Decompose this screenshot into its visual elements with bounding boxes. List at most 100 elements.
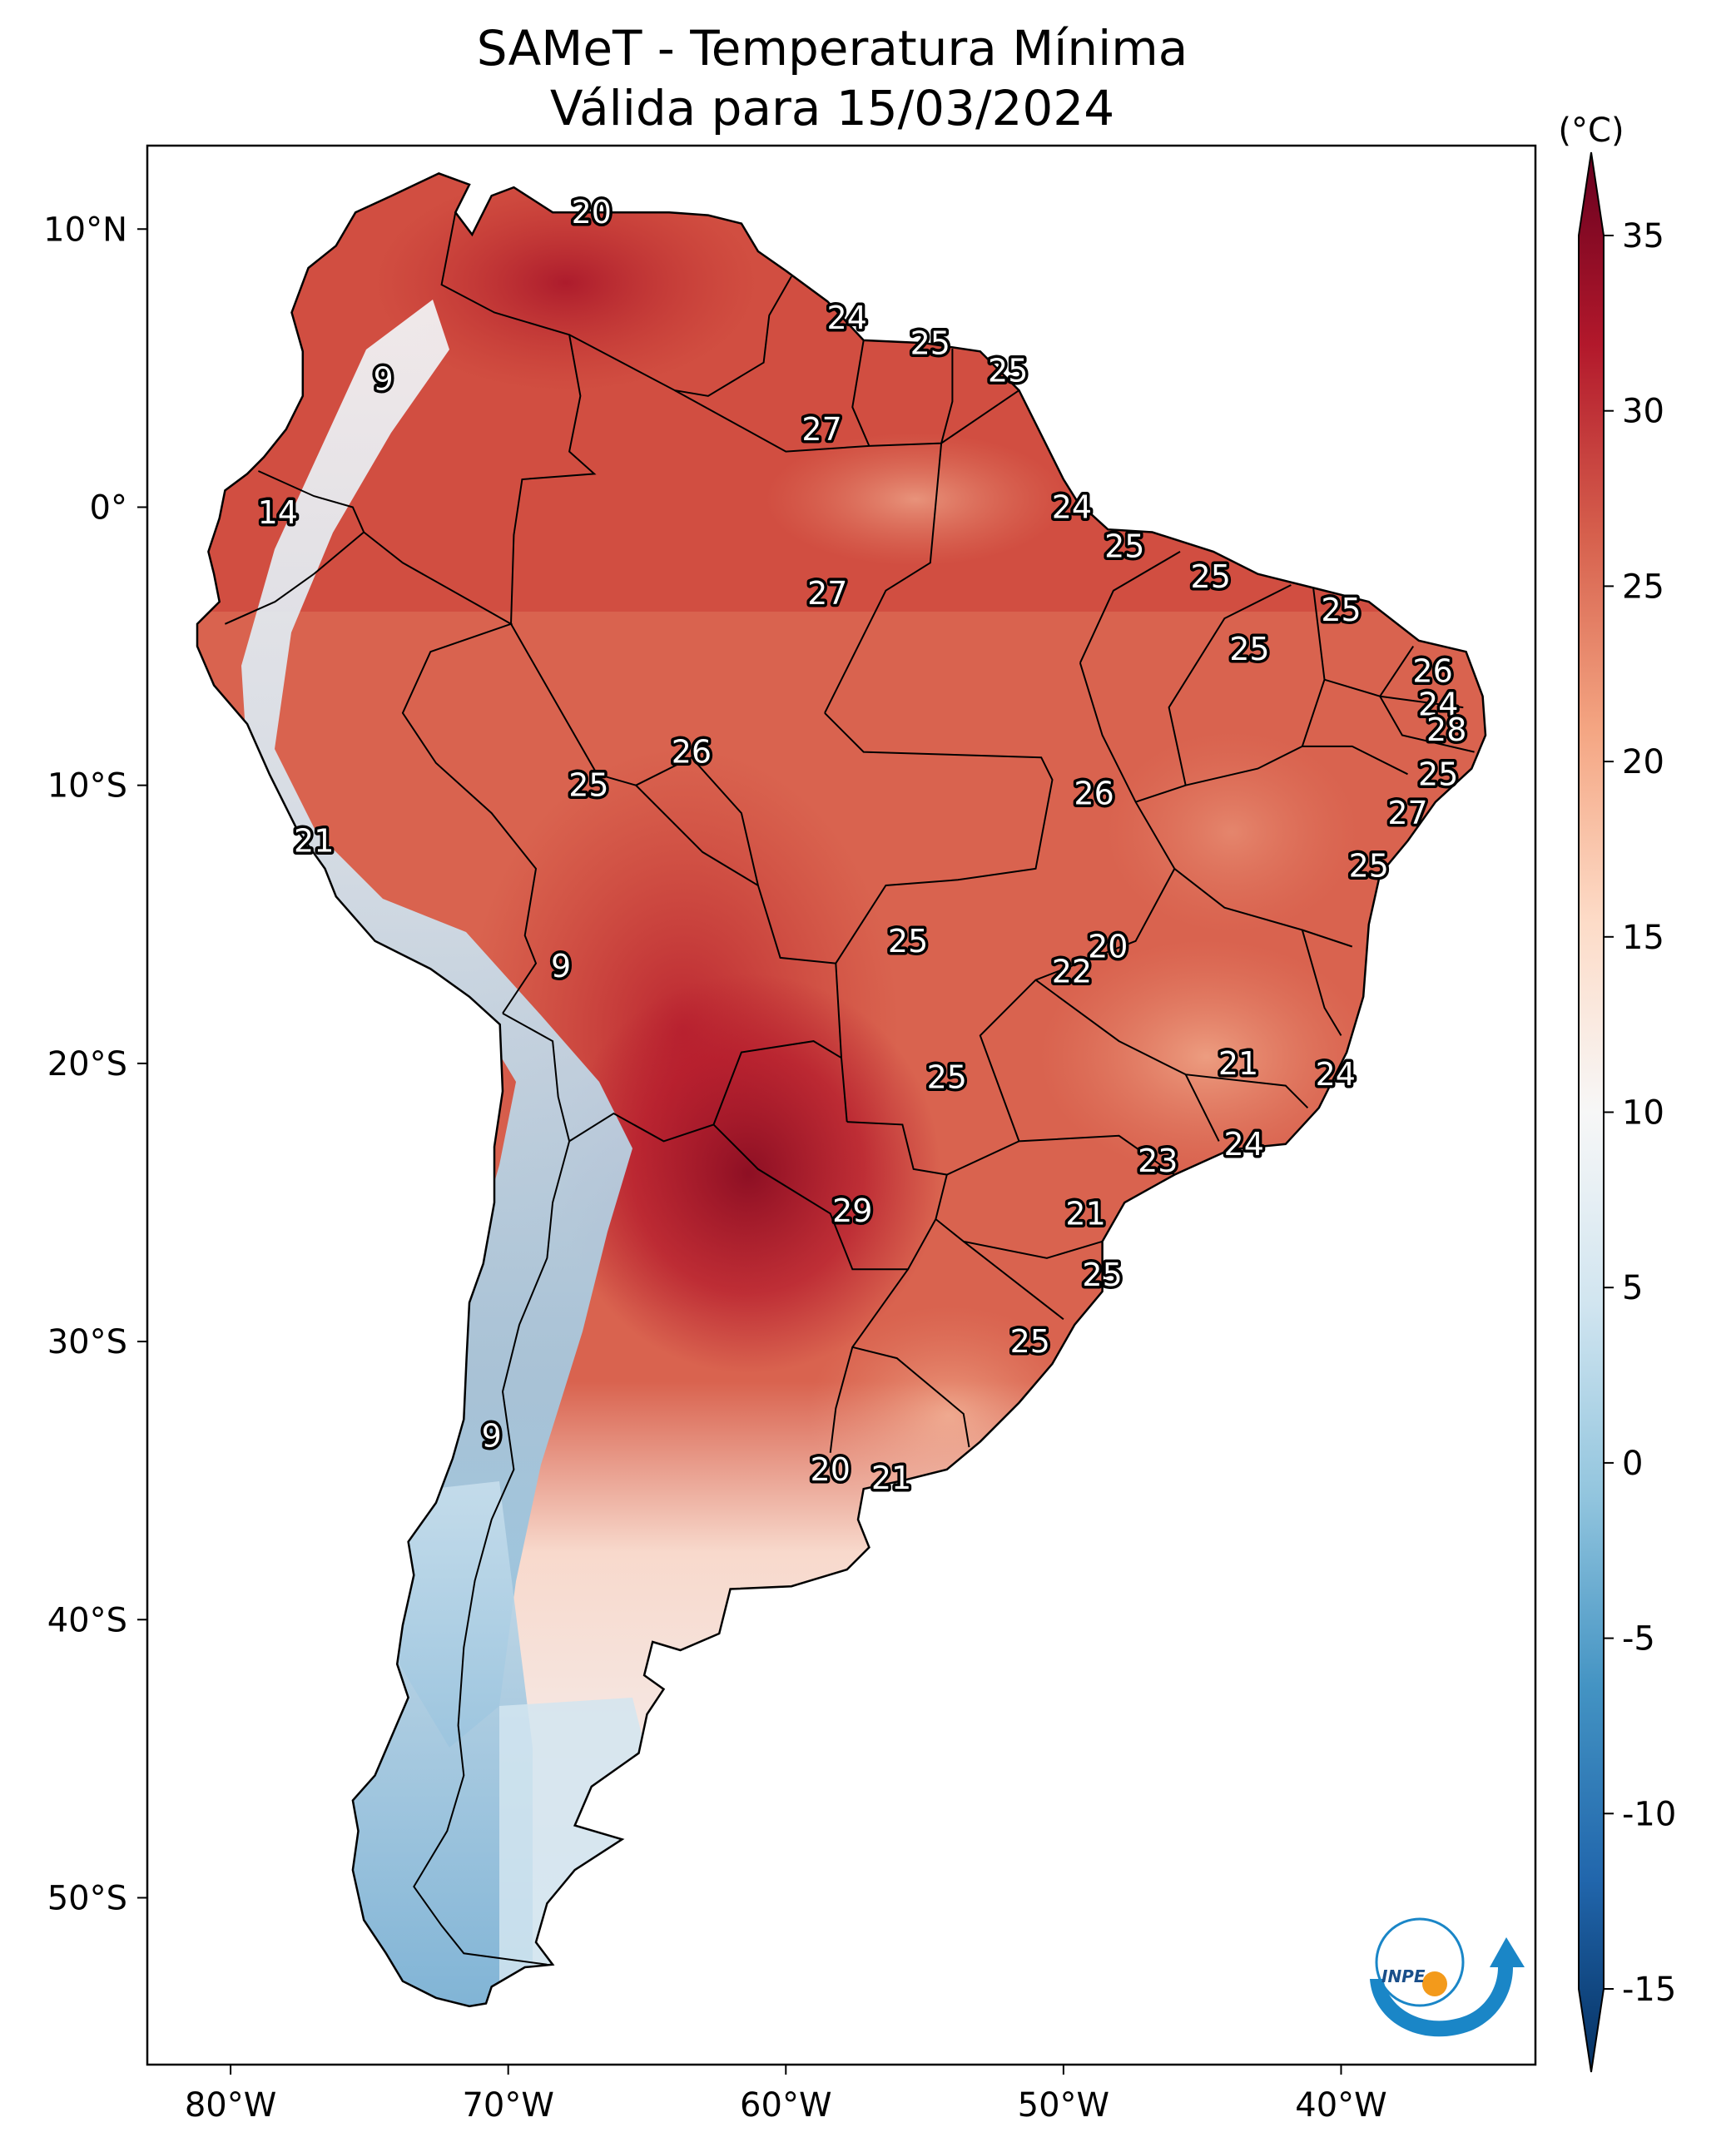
station-value-label: 25 xyxy=(1321,592,1361,628)
station-value-label: 24 xyxy=(1224,1126,1264,1163)
inpe-logo-ring xyxy=(1375,1917,1465,2007)
station-value-label: 20 xyxy=(811,1451,851,1488)
colorbar-tick-label: 35 xyxy=(1622,217,1664,255)
border-line-8 xyxy=(502,1012,842,1143)
inpe-logo-swoosh xyxy=(1370,1967,1513,2037)
map-title: SAMeT - Temperatura Mínima xyxy=(477,20,1188,77)
border-line-10 xyxy=(413,1141,571,1966)
colorbar-body xyxy=(1578,151,1605,2073)
station-value-label: 25 xyxy=(1082,1257,1122,1293)
station-value-label: 22 xyxy=(1052,954,1092,990)
political-borders xyxy=(224,212,1475,1966)
station-value-label: 24 xyxy=(1052,489,1092,526)
station-value-label: 25 xyxy=(1104,528,1144,564)
station-value-label: 20 xyxy=(572,194,612,231)
station-value-label: 21 xyxy=(1218,1045,1258,1082)
colorbar-tick-label: 10 xyxy=(1622,1094,1664,1133)
border-line-18 xyxy=(635,756,759,886)
station-value-label: 25 xyxy=(910,325,950,361)
border-line-14 xyxy=(963,1241,1064,1321)
border-line-30 xyxy=(1301,930,1342,1036)
station-value-label: 9 xyxy=(482,1418,502,1455)
lon-tick-label: 70°W xyxy=(462,2086,553,2125)
station-value-label: 29 xyxy=(832,1193,872,1229)
colorbar-ticks: 35 30 25 20 15 10 5 0 -5 -10 -15 xyxy=(1604,217,1676,2009)
colorbar-tick-label: -5 xyxy=(1622,1620,1655,1659)
station-value-label: 25 xyxy=(927,1059,967,1096)
lat-tick-label: 20°S xyxy=(47,1045,127,1083)
border-line-27 xyxy=(1173,868,1353,948)
latitude-axis: 10°N 0° 10°S 20°S 30°S 40°S 50°S xyxy=(43,211,147,1917)
lat-tick-label: 40°S xyxy=(47,1601,127,1639)
station-value-label: 24 xyxy=(1418,687,1458,723)
longitude-axis: 80°W 70°W 60°W 50°W 40°W xyxy=(185,2065,1387,2125)
station-value-label: 21 xyxy=(871,1460,911,1496)
colorbar-tick-label: 25 xyxy=(1622,568,1664,606)
station-value-label: 24 xyxy=(1316,1056,1356,1093)
border-line-9 xyxy=(712,1121,949,1271)
station-value-label: 26 xyxy=(1074,776,1114,812)
station-value-label: 23 xyxy=(1138,1143,1178,1179)
lat-tick-label: 50°S xyxy=(47,1879,127,1917)
border-line-6 xyxy=(363,531,538,1014)
lat-tick-label: 0° xyxy=(90,488,127,527)
border-line-25 xyxy=(1380,695,1464,709)
border-line-20 xyxy=(1079,551,1181,664)
inpe-logo-arrow xyxy=(1490,1937,1525,1967)
border-line-0 xyxy=(440,212,597,624)
lon-tick-label: 60°W xyxy=(740,2086,831,2125)
border-line-1 xyxy=(568,275,792,397)
border-line-4 xyxy=(940,349,954,444)
colorbar-unit: (°C) xyxy=(1558,112,1624,150)
colorbar-tick-label: 30 xyxy=(1622,393,1664,431)
colorbar-tick-label: 5 xyxy=(1622,1269,1643,1307)
colorbar: 35 30 25 20 15 10 5 0 -5 -10 -15 (°C) xyxy=(1558,112,1676,2073)
border-line-21 xyxy=(1135,745,1408,803)
border-line-17 xyxy=(824,712,1054,964)
lat-tick-label: 30°S xyxy=(47,1323,127,1361)
border-line-29 xyxy=(1184,1074,1220,1142)
colorbar-tick-label: 0 xyxy=(1622,1445,1643,1483)
station-value-label: 14 xyxy=(258,494,298,531)
colorbar-tick-label: 15 xyxy=(1622,919,1664,957)
border-line-12 xyxy=(829,1268,909,1453)
border-line-19 xyxy=(824,443,943,714)
station-value-label: 28 xyxy=(1426,712,1466,748)
station-value-label: 25 xyxy=(1418,756,1458,792)
station-value-label: 9 xyxy=(551,948,571,984)
station-value-label: 27 xyxy=(807,575,847,612)
station-value-label: 21 xyxy=(1065,1195,1105,1232)
station-value-label: 24 xyxy=(827,300,867,336)
colorbar-tick-label: 20 xyxy=(1622,743,1664,781)
station-value-label: 26 xyxy=(1412,653,1452,690)
border-line-16 xyxy=(979,662,1176,1142)
border-line-26 xyxy=(1379,696,1475,753)
station-value-label: 25 xyxy=(988,353,1028,389)
border-line-11 xyxy=(852,1346,970,1448)
station-value-label: 25 xyxy=(888,923,928,959)
station-value-label: 21 xyxy=(294,823,334,860)
station-value-label: 27 xyxy=(801,411,841,448)
colorbar-tick-label: -10 xyxy=(1622,1795,1676,1833)
inpe-logo-sun xyxy=(1422,1971,1447,1996)
station-value-label: 25 xyxy=(1229,631,1269,667)
station-value-label: 25 xyxy=(1191,558,1231,595)
inpe-logo: INPE xyxy=(1370,1917,1525,2037)
map-subtitle: Válida para 15/03/2024 xyxy=(550,80,1114,136)
border-line-22 xyxy=(1168,584,1292,786)
lon-tick-label: 50°W xyxy=(1018,2086,1109,2125)
lat-tick-label: 10°N xyxy=(43,211,127,249)
border-line-13 xyxy=(935,1218,1103,1259)
station-value-label: 20 xyxy=(1088,929,1128,965)
station-value-label: 9 xyxy=(374,361,394,398)
inpe-logo-wordmark: INPE xyxy=(1381,1966,1426,1986)
lat-tick-label: 10°S xyxy=(47,767,127,806)
station-value-label: 26 xyxy=(672,734,712,771)
border-line-15 xyxy=(946,1134,1175,1176)
station-value-label: 25 xyxy=(1010,1323,1050,1360)
lon-tick-label: 80°W xyxy=(185,2086,276,2125)
station-value-label: 27 xyxy=(1387,795,1427,831)
lon-tick-label: 40°W xyxy=(1295,2086,1386,2125)
